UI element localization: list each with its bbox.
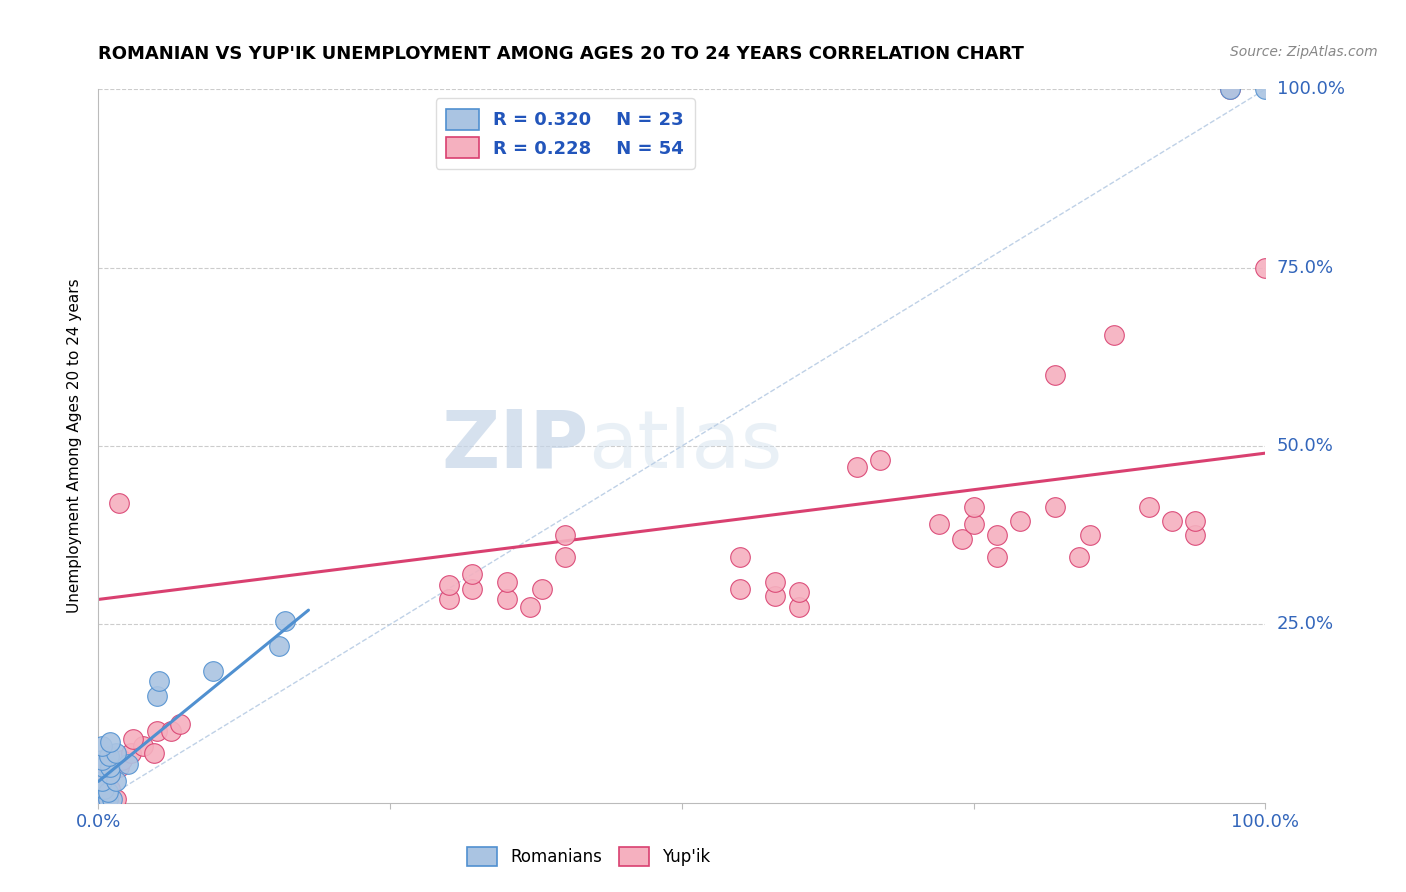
- Text: 100.0%: 100.0%: [1277, 80, 1344, 98]
- Text: atlas: atlas: [589, 407, 783, 485]
- Point: [97, 749, 120, 764]
- Point: [554, 549, 576, 564]
- Point: [90, 753, 112, 767]
- Point: [104, 792, 127, 806]
- Point: [437, 578, 460, 592]
- Point: [1045, 368, 1067, 382]
- Point: [730, 549, 752, 564]
- Point: [91, 789, 114, 803]
- Point: [763, 574, 786, 589]
- Point: [111, 753, 134, 767]
- Point: [1184, 514, 1206, 528]
- Point: [143, 746, 166, 760]
- Point: [97, 794, 120, 808]
- Point: [950, 532, 973, 546]
- Point: [928, 517, 950, 532]
- Text: ROMANIAN VS YUP'IK UNEMPLOYMENT AMONG AGES 20 TO 24 YEARS CORRELATION CHART: ROMANIAN VS YUP'IK UNEMPLOYMENT AMONG AG…: [98, 45, 1025, 62]
- Point: [104, 746, 127, 760]
- Point: [108, 496, 131, 510]
- Point: [869, 453, 891, 467]
- Point: [201, 664, 224, 678]
- Point: [169, 717, 191, 731]
- Point: [461, 582, 484, 596]
- Point: [122, 731, 145, 746]
- Point: [117, 756, 139, 771]
- Point: [98, 781, 121, 796]
- Point: [90, 792, 112, 806]
- Point: [1067, 549, 1090, 564]
- Point: [120, 746, 142, 760]
- Point: [437, 592, 460, 607]
- Point: [1219, 82, 1241, 96]
- Point: [91, 760, 114, 774]
- Point: [986, 549, 1008, 564]
- Point: [97, 785, 120, 799]
- Point: [97, 792, 120, 806]
- Text: Source: ZipAtlas.com: Source: ZipAtlas.com: [1230, 45, 1378, 59]
- Point: [962, 517, 984, 532]
- Point: [1045, 500, 1067, 514]
- Point: [98, 753, 121, 767]
- Point: [90, 767, 112, 781]
- Point: [93, 792, 115, 806]
- Point: [146, 689, 169, 703]
- Point: [148, 674, 170, 689]
- Point: [845, 460, 868, 475]
- Point: [98, 767, 121, 781]
- Point: [274, 614, 297, 628]
- Point: [519, 599, 541, 614]
- Point: [986, 528, 1008, 542]
- Y-axis label: Unemployment Among Ages 20 to 24 years: Unemployment Among Ages 20 to 24 years: [67, 278, 83, 614]
- Point: [1254, 82, 1277, 96]
- Point: [98, 767, 121, 781]
- Point: [90, 774, 112, 789]
- Point: [132, 739, 155, 753]
- Point: [1010, 514, 1032, 528]
- Text: ZIP: ZIP: [441, 407, 589, 485]
- Point: [1219, 82, 1241, 96]
- Text: 25.0%: 25.0%: [1277, 615, 1334, 633]
- Point: [1184, 528, 1206, 542]
- Point: [104, 774, 127, 789]
- Point: [495, 574, 517, 589]
- Point: [787, 599, 810, 614]
- Point: [159, 724, 181, 739]
- Point: [495, 592, 517, 607]
- Point: [1137, 500, 1160, 514]
- Point: [93, 781, 115, 796]
- Point: [763, 589, 786, 603]
- Point: [1254, 260, 1277, 275]
- Text: 75.0%: 75.0%: [1277, 259, 1334, 277]
- Legend: Romanians, Yup'ik: Romanians, Yup'ik: [460, 840, 717, 873]
- Point: [787, 585, 810, 599]
- Point: [962, 500, 984, 514]
- Point: [108, 760, 131, 774]
- Point: [461, 567, 484, 582]
- Point: [269, 639, 291, 653]
- Point: [1080, 528, 1102, 542]
- Point: [530, 582, 553, 596]
- Point: [146, 724, 169, 739]
- Point: [98, 760, 121, 774]
- Point: [98, 735, 121, 749]
- Text: 50.0%: 50.0%: [1277, 437, 1333, 455]
- Point: [730, 582, 752, 596]
- Point: [1161, 514, 1184, 528]
- Point: [101, 792, 124, 806]
- Point: [1102, 328, 1125, 343]
- Point: [90, 739, 112, 753]
- Point: [554, 528, 576, 542]
